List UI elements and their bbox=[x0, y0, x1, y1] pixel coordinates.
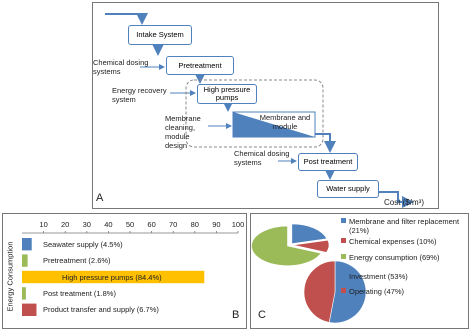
bar bbox=[22, 270, 205, 284]
pie-slice bbox=[251, 225, 322, 267]
node: Intake System bbox=[128, 25, 192, 45]
flow-arrows bbox=[105, 13, 414, 208]
legend-label: Energy consumption (69%) bbox=[349, 253, 440, 262]
input-label: Chemical dosing systems bbox=[234, 149, 290, 167]
bar-label: Pretreatment (2.6%) bbox=[43, 256, 111, 266]
bar-label: Product transfer and supply (6.7%) bbox=[43, 305, 159, 315]
panel-label: A bbox=[96, 192, 104, 204]
axis-label: Cost ($/m³) bbox=[384, 198, 424, 207]
node: Pretreatment bbox=[166, 56, 234, 75]
bar bbox=[22, 238, 32, 251]
x-tick-label: 40 bbox=[104, 220, 113, 229]
legend-swatch bbox=[341, 254, 346, 259]
bar-label: Post treatment (1.8%) bbox=[43, 288, 116, 298]
panel-label: B bbox=[232, 309, 240, 321]
x-tick-label: 80 bbox=[190, 220, 199, 229]
y-axis-label: Energy Consumption bbox=[5, 240, 15, 312]
x-tick-label: 70 bbox=[169, 220, 178, 229]
x-tick-label: 10 bbox=[39, 220, 48, 229]
pie-slice bbox=[291, 223, 328, 245]
legend-swatch bbox=[341, 238, 346, 243]
legend-swatch bbox=[341, 273, 346, 278]
membrane-triangle bbox=[233, 112, 315, 137]
bar-label: Seawater supply (4.5%) bbox=[43, 239, 123, 249]
legend-label: Chemical expenses (10%) bbox=[349, 237, 437, 246]
pie-slice bbox=[292, 239, 330, 253]
x-tick-label: 60 bbox=[147, 220, 156, 229]
input-label: Membrane cleaning, module design bbox=[165, 114, 201, 150]
x-tick-label: 90 bbox=[212, 220, 221, 229]
input-label: Energy recovery system bbox=[112, 86, 167, 104]
bar bbox=[22, 303, 37, 316]
x-tick-label: 20 bbox=[61, 220, 70, 229]
pie-slice bbox=[328, 260, 367, 324]
legend-swatch bbox=[341, 218, 346, 223]
panel-frames bbox=[2, 2, 469, 329]
bar bbox=[22, 287, 26, 300]
legend-label: Membrane and filter replacement (21%) bbox=[349, 217, 460, 235]
dashed-group bbox=[185, 79, 324, 148]
node: Water supply bbox=[317, 180, 379, 198]
node: High pressure pumps bbox=[197, 84, 257, 104]
bar bbox=[22, 254, 28, 267]
legend-label: Investment (53%) bbox=[349, 272, 408, 281]
legend-swatch bbox=[341, 288, 346, 293]
node-label: Membrane and module bbox=[259, 113, 311, 131]
x-tick-label: 50 bbox=[125, 220, 135, 229]
x-tick-label: 30 bbox=[82, 220, 91, 229]
x-tick-label: 100 bbox=[231, 220, 245, 229]
legend-label: Operating (47%) bbox=[349, 287, 405, 296]
pie-slice bbox=[303, 260, 336, 323]
bar-label: High pressure pumps (84.4%) bbox=[62, 272, 162, 282]
panel-label: C bbox=[258, 309, 266, 321]
node: Post treatment bbox=[298, 153, 358, 171]
input-label: Chemical dosing systems bbox=[93, 58, 149, 76]
